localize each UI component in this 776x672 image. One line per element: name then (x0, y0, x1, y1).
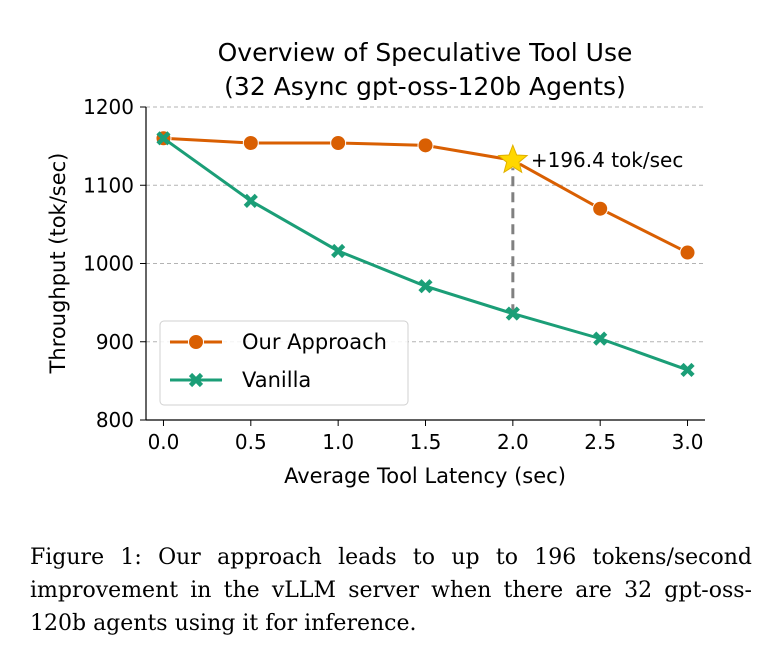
legend-entry-vanilla: Vanilla (170, 368, 311, 392)
data-point (331, 243, 346, 259)
star-marker (497, 143, 529, 174)
x-marker-stroke (505, 306, 520, 321)
x-tick-label: 2.0 (497, 430, 529, 454)
data-point (188, 372, 204, 388)
x-marker-stroke (156, 131, 171, 146)
x-marker-stroke (188, 372, 204, 388)
legend-marker (188, 334, 204, 350)
series-our-approach (155, 130, 696, 261)
x-tick-label: 1.5 (410, 430, 442, 454)
x-tick-label: 0.5 (235, 430, 267, 454)
x-marker-stroke (331, 243, 346, 259)
annotation-label: +196.4 tok/sec (531, 148, 684, 172)
legend-entry-our-approach: Our Approach (170, 330, 387, 354)
data-point (505, 306, 520, 321)
data-point (156, 131, 171, 146)
x-marker-stroke (593, 331, 608, 346)
data-point (592, 200, 609, 217)
x-tick-label: 1.0 (322, 430, 354, 454)
y-tick-label: 1100 (83, 173, 134, 197)
chart-subtitle: (32 Async gpt-oss-120b Agents) (224, 72, 626, 101)
y-tick-label: 1000 (83, 252, 134, 276)
ticks: 800 900 1000 1100 1200 0.0 0.5 1.0 1.5 2.0 2.5 3.0 (83, 95, 703, 454)
x-marker-stroke (243, 193, 258, 208)
x-marker-stroke (418, 279, 433, 294)
x-tick-label: 2.5 (584, 430, 616, 454)
figure-caption: Figure 1: Our approach leads to up to 19… (30, 545, 752, 636)
y-tick-label: 1200 (83, 95, 134, 119)
data-point (243, 193, 258, 208)
data-point (418, 279, 433, 294)
x-marker-stroke (680, 362, 695, 378)
data-point (593, 331, 608, 346)
legend-label: Vanilla (242, 368, 311, 392)
data-point (330, 134, 347, 151)
y-tick-label: 800 (96, 408, 134, 432)
x-tick-label: 0.0 (148, 430, 180, 454)
series (155, 130, 696, 378)
y-tick-label: 900 (96, 330, 134, 354)
y-axis-label: Throughput (tok/sec) (46, 153, 70, 375)
x-tick-label: 3.0 (672, 430, 704, 454)
chart-title: Overview of Speculative Tool Use (218, 38, 633, 67)
data-point (680, 362, 695, 378)
data-point (417, 137, 434, 154)
x-axis-label: Average Tool Latency (sec) (284, 464, 566, 488)
data-point (679, 244, 696, 261)
legend-label: Our Approach (242, 330, 387, 354)
series-vanilla (156, 131, 695, 378)
chart: Overview of Speculative Tool Use (32 Asy… (46, 38, 705, 488)
legend: Our Approach Vanilla (159, 320, 409, 406)
data-point (242, 134, 259, 151)
